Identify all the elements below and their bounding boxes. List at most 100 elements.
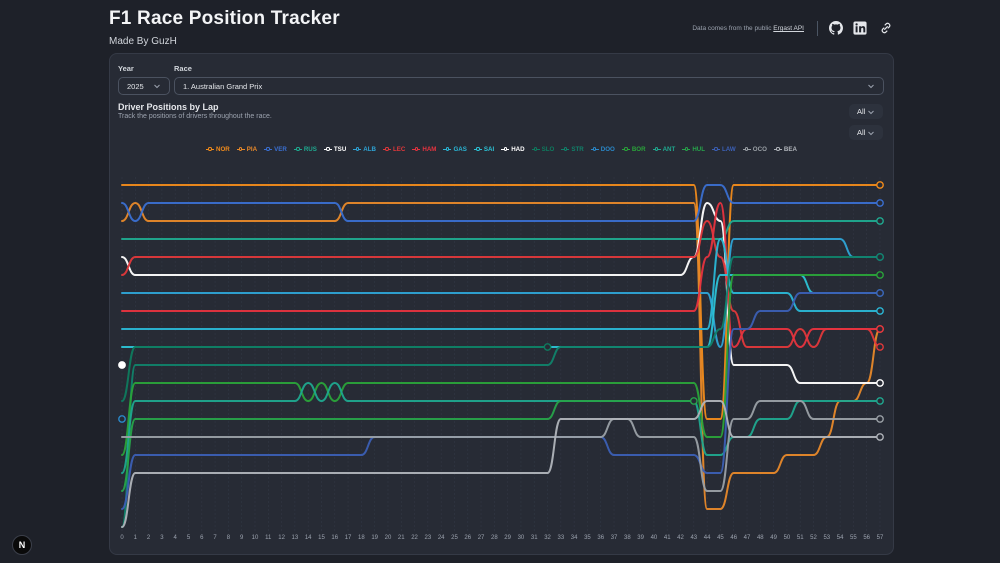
chart-legend: NOR PIA VER RUS TSU ALB LEC HAM GAS SAI HAD SLO STR D… (110, 146, 893, 153)
x-tick-label: 48 (757, 535, 764, 541)
legend-item-law[interactable]: LAW (712, 146, 736, 153)
x-tick-label: 4 (174, 535, 178, 541)
end-marker-str (876, 253, 884, 261)
x-tick-label: 21 (398, 535, 405, 541)
team-filter-select[interactable]: All (849, 125, 883, 140)
race-select[interactable]: 1. Australian Grand Prix (174, 77, 884, 95)
series-line-tsu (121, 202, 881, 384)
x-tick-label: 1 (134, 535, 138, 541)
end-marker-ver (876, 199, 884, 207)
legend-item-alb[interactable]: ALB (353, 146, 376, 153)
x-tick-label: 36 (597, 535, 604, 541)
legend-item-doo[interactable]: DOO (590, 146, 615, 153)
series-line-slo (121, 346, 549, 402)
nextjs-logo-icon[interactable]: N (12, 535, 32, 555)
legend-item-oco[interactable]: OCO (742, 146, 767, 153)
x-tick-label: 35 (584, 535, 591, 541)
legend-item-ham[interactable]: HAM (412, 146, 436, 153)
data-credit: Data comes from the public Ergast API (692, 25, 804, 32)
x-tick-label: 15 (318, 535, 325, 541)
legend-label: HAD (511, 146, 525, 153)
legend-item-ver[interactable]: VER (264, 146, 287, 153)
legend-item-sai[interactable]: SAI (473, 146, 494, 153)
x-tick-label: 19 (371, 535, 378, 541)
linkedin-icon[interactable] (853, 21, 867, 35)
legend-swatch (742, 146, 751, 152)
x-tick-label: 25 (451, 535, 458, 541)
legend-swatch (323, 146, 332, 152)
x-tick-label: 31 (531, 535, 538, 541)
chevron-down-icon (868, 84, 874, 89)
legend-item-nor[interactable]: NOR (206, 146, 230, 153)
ergast-api-link[interactable]: Ergast API (773, 25, 804, 32)
year-value: 2025 (127, 81, 144, 91)
end-marker-bor (876, 271, 884, 279)
chart-title: Driver Positions by Lap (118, 102, 219, 112)
legend-label: BOR (631, 146, 646, 153)
legend-item-pia[interactable]: PIA (236, 146, 258, 153)
x-tick-label: 37 (611, 535, 618, 541)
series-line-oco (121, 400, 881, 492)
x-tick-label: 34 (571, 535, 578, 541)
chevron-down-icon (868, 110, 874, 114)
legend-item-ant[interactable]: ANT (652, 146, 676, 153)
legend-swatch (353, 146, 362, 152)
github-icon[interactable] (829, 21, 843, 35)
legend-swatch (561, 146, 570, 152)
x-tick-label: 47 (744, 535, 751, 541)
x-tick-label: 16 (331, 535, 338, 541)
x-tick-label: 18 (358, 535, 365, 541)
legend-label: PIA (246, 146, 258, 153)
series-line-gas (121, 238, 881, 330)
legend-item-hul[interactable]: HUL (682, 146, 705, 153)
x-tick-label: 54 (837, 535, 844, 541)
driver-filter-value: All (857, 107, 866, 116)
x-tick-label: 20 (385, 535, 392, 541)
legend-swatch (443, 146, 452, 152)
end-marker-ant (876, 397, 884, 405)
year-select[interactable]: 2025 (118, 77, 170, 95)
x-tick-label: 51 (797, 535, 804, 541)
team-filter-value: All (857, 128, 866, 137)
series-line-bea (121, 400, 881, 528)
legend-item-str[interactable]: STR (561, 146, 584, 153)
legend-label: SLO (541, 146, 555, 153)
end-marker-bea (876, 433, 884, 441)
link-icon[interactable] (879, 21, 893, 35)
end-marker-tsu (876, 379, 884, 387)
end-marker-gas (876, 307, 884, 315)
x-tick-label: 26 (464, 535, 471, 541)
x-tick-label: 17 (345, 535, 352, 541)
end-marker-ham (876, 325, 884, 333)
x-tick-label: 45 (717, 535, 724, 541)
legend-item-slo[interactable]: SLO (531, 146, 555, 153)
legend-label: HAM (422, 146, 437, 153)
legend-item-bor[interactable]: BOR (621, 146, 646, 153)
legend-swatch (501, 146, 510, 152)
legend-swatch (712, 146, 721, 152)
legend-label: STR (571, 146, 584, 153)
x-tick-label: 13 (292, 535, 299, 541)
legend-swatch (652, 146, 661, 152)
series-line-ham (121, 202, 881, 348)
x-tick-label: 10 (252, 535, 259, 541)
x-tick-label: 12 (278, 535, 285, 541)
legend-label: ANT (662, 146, 676, 153)
legend-swatch (590, 146, 599, 152)
series-line-alb (121, 238, 881, 348)
driver-filter-select[interactable]: All (849, 104, 883, 119)
legend-item-tsu[interactable]: TSU (323, 146, 346, 153)
series-line-nor (121, 184, 881, 420)
legend-item-gas[interactable]: GAS (443, 146, 467, 153)
x-tick-label: 56 (863, 535, 870, 541)
legend-item-lec[interactable]: LEC (383, 146, 405, 153)
x-tick-label: 41 (664, 535, 671, 541)
legend-item-rus[interactable]: RUS (293, 146, 317, 153)
legend-label: NOR (216, 146, 230, 153)
legend-item-had[interactable]: HAD (501, 146, 525, 153)
legend-swatch (531, 146, 540, 152)
legend-label: LAW (722, 146, 736, 153)
legend-item-bea[interactable]: BEA (773, 146, 797, 153)
series-line-pia (121, 201, 881, 511)
legend-swatch (264, 146, 273, 152)
